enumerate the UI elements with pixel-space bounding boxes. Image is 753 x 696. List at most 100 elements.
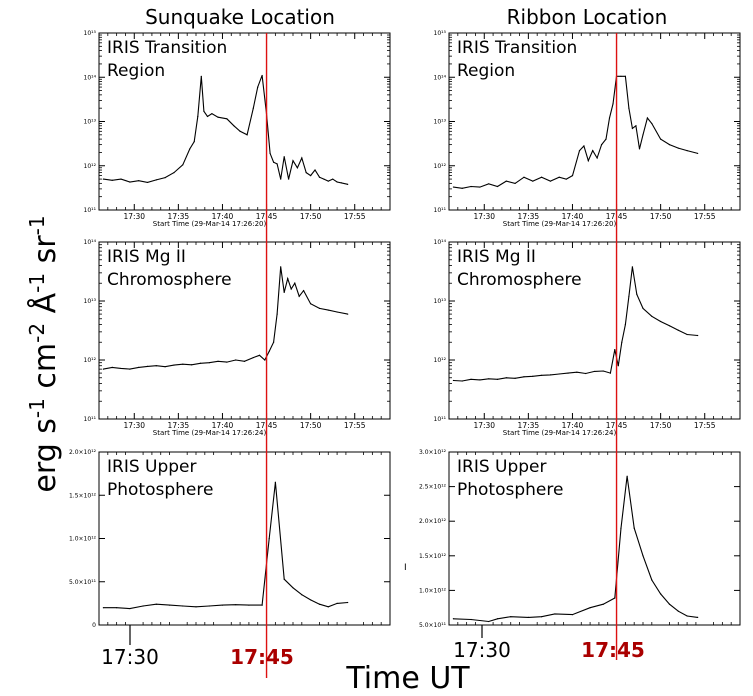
data-point [111, 179, 113, 181]
data-point [347, 313, 349, 315]
data-point [268, 537, 270, 540]
data-point [301, 157, 303, 159]
data-point [642, 555, 644, 557]
data-point [200, 75, 202, 77]
data-point [452, 618, 455, 620]
data-point [296, 167, 299, 169]
data-point [596, 157, 598, 159]
data-point [208, 605, 210, 607]
data-point [274, 481, 276, 483]
x-tick-label: 17:50 [650, 421, 672, 430]
data-point [571, 614, 574, 616]
data-point [280, 266, 282, 268]
x-tick-label: 17:55 [694, 212, 716, 221]
data-point [585, 372, 587, 375]
x-tick-label: 17:35 [168, 421, 190, 430]
y-tick-label: 10¹⁴ [434, 74, 447, 81]
y-tick-label: 2.0×10¹² [69, 449, 97, 456]
data-point [226, 118, 228, 120]
data-point [138, 366, 140, 368]
data-point [243, 360, 246, 362]
data-point [146, 181, 149, 184]
data-point [327, 180, 329, 182]
data-point [523, 376, 525, 378]
x-tick-label: 17:30 [123, 212, 145, 221]
data-point [226, 361, 228, 363]
data-point [514, 377, 516, 379]
data-point [668, 325, 671, 327]
data-point [332, 178, 334, 180]
data-point [587, 160, 589, 162]
data-point [651, 579, 653, 581]
y-tick-label: 10¹⁴ [434, 239, 447, 246]
data-point [461, 187, 463, 189]
column-title-sunquake: Sunquake Location [145, 5, 335, 29]
data-point [298, 295, 300, 297]
data-point [589, 607, 591, 609]
y-tick-label: 10¹¹ [434, 416, 447, 423]
panel-sunquake-photo: 0 5.0×10¹¹ 1.0×10¹² 1.5×10¹² 2.0×10¹² IRIS Up… [69, 449, 391, 629]
data-point [677, 147, 679, 149]
data-point [164, 176, 166, 179]
data-point [660, 138, 662, 140]
data-point [310, 599, 312, 601]
data-point [283, 291, 285, 293]
data-point [336, 311, 338, 313]
data-line [453, 476, 698, 623]
data-point [182, 363, 184, 365]
data-point [102, 178, 105, 180]
data-point [129, 607, 131, 610]
data-point [668, 144, 671, 146]
data-point [120, 367, 122, 370]
data-point [532, 180, 534, 182]
y-tick-label: 10¹² [84, 357, 97, 364]
y-tick-label: 1.5×10¹² [419, 553, 447, 560]
data-point [347, 183, 349, 185]
y-tick-label: 10¹³ [84, 119, 97, 126]
data-point [258, 354, 261, 356]
panel-label-line: IRIS Upper [107, 457, 197, 477]
data-point [614, 597, 616, 599]
bottom-tick-left: 17:30 [101, 645, 159, 669]
panel-ribbon-photo: 5.0×10¹¹ 1.0×10¹² 1.5×10¹² 2.0×10¹² 2.5×10¹²… [419, 449, 741, 629]
data-point [605, 138, 607, 140]
data-point [233, 125, 235, 127]
data-point [290, 288, 292, 290]
y-tick-label: 10¹² [434, 163, 447, 170]
plot-frame [448, 241, 741, 420]
data-point [336, 602, 338, 604]
data-point [211, 113, 213, 115]
data-point [602, 370, 604, 372]
data-point [620, 527, 622, 529]
y-tick-label: 1.0×10¹² [69, 536, 97, 543]
marker-label-right: 17:45 [581, 638, 645, 662]
y-axis-title-exponent: -1 [25, 398, 49, 419]
y-tick-label: 3.0×10¹² [419, 449, 447, 456]
data-point [628, 295, 630, 297]
data-point [479, 186, 481, 188]
y-axis-title-part: Å [28, 292, 63, 323]
data-point [510, 616, 512, 618]
panel-label-line: Chromosphere [107, 270, 232, 290]
panel-label-line: IRIS Upper [457, 457, 547, 477]
data-point [340, 182, 343, 184]
data-point [686, 333, 688, 336]
data-point [347, 601, 349, 604]
data-point [697, 152, 699, 155]
panel-label-line: IRIS Transition [107, 38, 227, 58]
data-point [514, 182, 516, 184]
x-tick-label: 17:55 [344, 212, 366, 221]
data-point [138, 180, 140, 182]
data-point [554, 613, 556, 615]
data-point [633, 527, 635, 529]
data-point [558, 373, 560, 375]
bottom-tick-right: 17:30 [453, 638, 511, 662]
y-tick-label: 10¹² [434, 357, 447, 364]
data-point [479, 379, 481, 381]
y-tick-label: 1.5×10¹² [69, 492, 97, 499]
x-tick-label: 17:35 [168, 212, 190, 221]
data-point [612, 103, 614, 105]
data-point [488, 183, 490, 185]
y-axis-title-exponent: -2 [25, 322, 49, 343]
data-point [608, 117, 611, 119]
